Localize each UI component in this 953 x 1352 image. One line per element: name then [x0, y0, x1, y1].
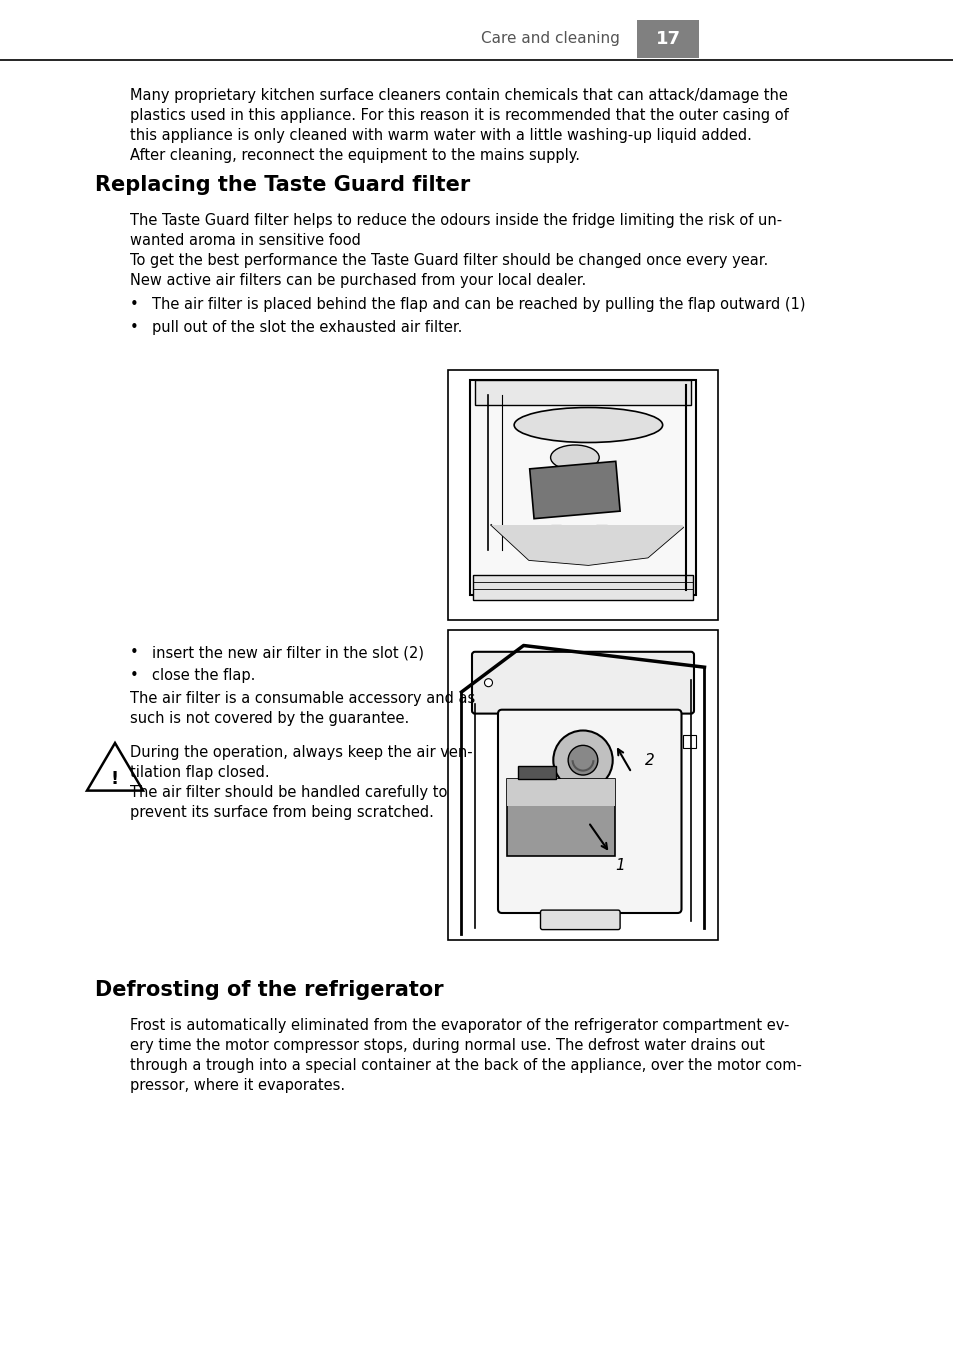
- Polygon shape: [529, 461, 619, 519]
- Text: After cleaning, reconnect the equipment to the mains supply.: After cleaning, reconnect the equipment …: [130, 147, 579, 164]
- Text: 17: 17: [655, 30, 679, 49]
- Text: Care and cleaning: Care and cleaning: [480, 31, 619, 46]
- Polygon shape: [491, 525, 682, 565]
- Text: Defrosting of the refrigerator: Defrosting of the refrigerator: [95, 980, 443, 1000]
- Text: through a trough into a special container at the back of the appliance, over the: through a trough into a special containe…: [130, 1059, 801, 1073]
- Text: New active air filters can be purchased from your local dealer.: New active air filters can be purchased …: [130, 273, 586, 288]
- FancyBboxPatch shape: [497, 710, 680, 913]
- Text: •: •: [130, 668, 138, 683]
- Bar: [448, 630, 718, 940]
- Text: plastics used in this appliance. For this reason it is recommended that the oute: plastics used in this appliance. For thi…: [130, 108, 788, 123]
- Bar: [578, 545, 590, 556]
- FancyBboxPatch shape: [472, 652, 693, 714]
- Text: pressor, where it evaporates.: pressor, where it evaporates.: [130, 1078, 345, 1092]
- Text: wanted aroma in sensitive food: wanted aroma in sensitive food: [130, 233, 360, 247]
- Text: tilation flap closed.: tilation flap closed.: [130, 765, 270, 780]
- Bar: [517, 767, 556, 779]
- Text: 2: 2: [644, 753, 654, 768]
- Ellipse shape: [550, 445, 598, 470]
- Text: To get the best performance the Taste Guard filter should be changed once every : To get the best performance the Taste Gu…: [130, 253, 767, 268]
- Ellipse shape: [514, 407, 662, 442]
- Circle shape: [568, 745, 598, 775]
- Text: The Taste Guard filter helps to reduce the odours inside the fridge limiting the: The Taste Guard filter helps to reduce t…: [130, 214, 781, 228]
- Text: close the flap.: close the flap.: [152, 668, 255, 683]
- Bar: [507, 779, 615, 806]
- Text: such is not covered by the guarantee.: such is not covered by the guarantee.: [130, 711, 409, 726]
- Bar: [550, 525, 560, 550]
- Bar: [469, 380, 696, 595]
- Circle shape: [553, 730, 612, 790]
- Bar: [474, 380, 691, 406]
- Text: Frost is automatically eliminated from the evaporator of the refrigerator compar: Frost is automatically eliminated from t…: [130, 1018, 788, 1033]
- Text: 1: 1: [615, 859, 624, 873]
- Text: The air filter is a consumable accessory and as: The air filter is a consumable accessory…: [130, 691, 475, 706]
- Text: •: •: [130, 297, 138, 312]
- Text: Many proprietary kitchen surface cleaners contain chemicals that can attack/dama: Many proprietary kitchen surface cleaner…: [130, 88, 787, 103]
- Text: ery time the motor compressor stops, during normal use. The defrost water drains: ery time the motor compressor stops, dur…: [130, 1038, 764, 1053]
- Bar: [682, 735, 696, 748]
- Text: !: !: [111, 769, 119, 788]
- Text: The air filter should be handled carefully to: The air filter should be handled careful…: [130, 786, 447, 800]
- Text: prevent its surface from being scratched.: prevent its surface from being scratched…: [130, 804, 434, 821]
- Bar: [596, 525, 607, 550]
- Bar: [507, 779, 615, 856]
- FancyBboxPatch shape: [540, 910, 619, 930]
- Text: Replacing the Taste Guard filter: Replacing the Taste Guard filter: [95, 174, 470, 195]
- Circle shape: [484, 679, 492, 687]
- Text: pull out of the slot the exhausted air filter.: pull out of the slot the exhausted air f…: [152, 320, 462, 335]
- Bar: [637, 20, 699, 58]
- Text: •: •: [130, 645, 138, 660]
- Text: insert the new air filter in the slot (2): insert the new air filter in the slot (2…: [152, 645, 423, 660]
- Text: During the operation, always keep the air ven-: During the operation, always keep the ai…: [130, 745, 472, 760]
- Bar: [472, 575, 693, 600]
- Text: •: •: [130, 320, 138, 335]
- Text: The air filter is placed behind the flap and can be reached by pulling the flap : The air filter is placed behind the flap…: [152, 297, 804, 312]
- Text: this appliance is only cleaned with warm water with a little washing-up liquid a: this appliance is only cleaned with warm…: [130, 128, 751, 143]
- Bar: [448, 370, 718, 621]
